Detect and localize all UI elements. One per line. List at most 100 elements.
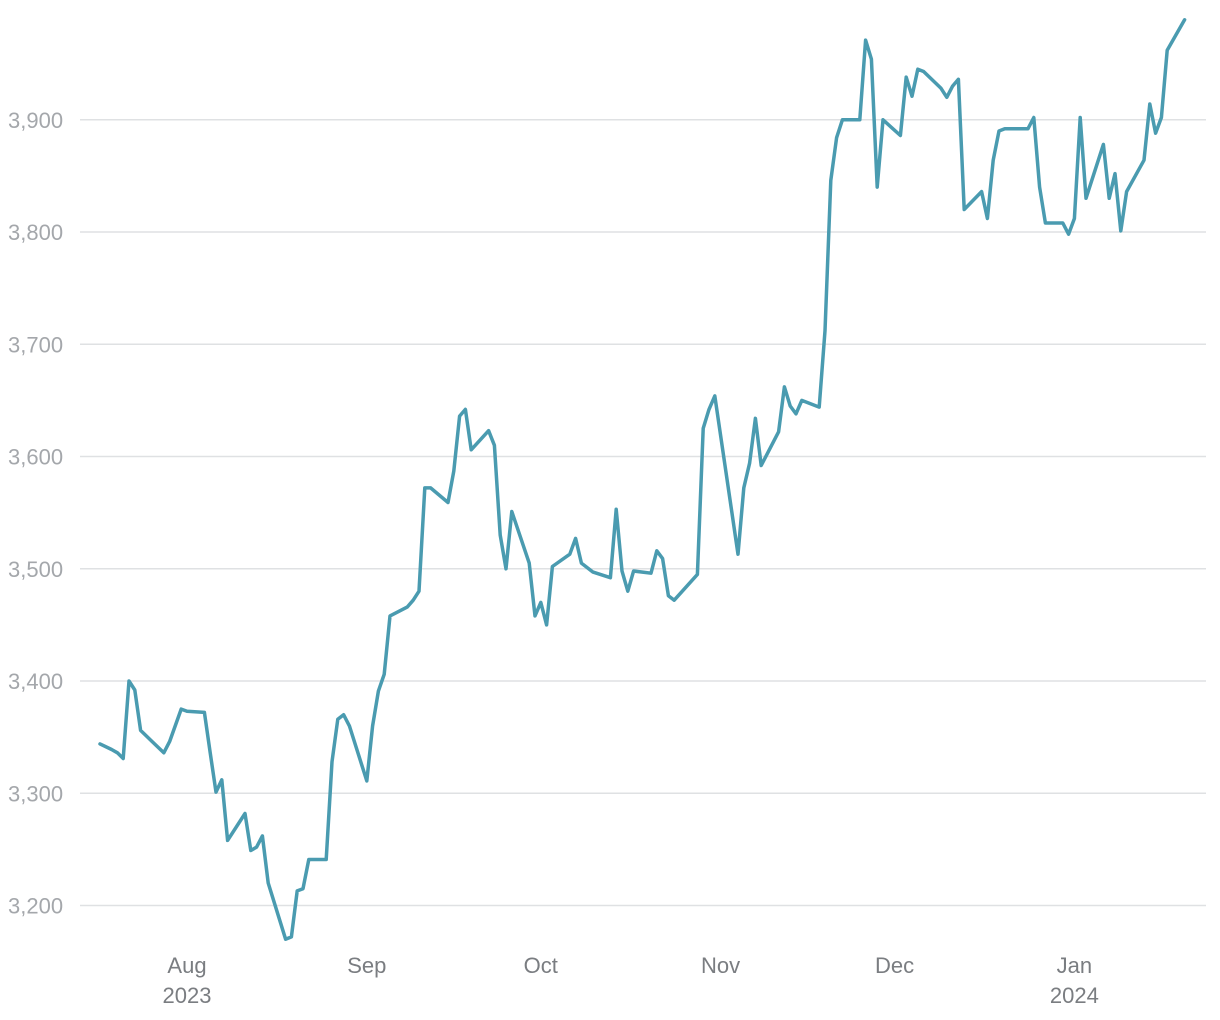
y-tick-label: 3,200 xyxy=(8,894,63,919)
data-point xyxy=(388,614,392,618)
data-point xyxy=(869,57,873,61)
data-point xyxy=(945,95,949,99)
data-point xyxy=(411,598,415,602)
data-point xyxy=(800,398,804,402)
data-point xyxy=(458,414,462,418)
data-point xyxy=(823,329,827,333)
data-point xyxy=(487,429,491,433)
data-point xyxy=(214,790,218,794)
data-point xyxy=(365,779,369,783)
data-point xyxy=(446,501,450,505)
data-point xyxy=(1078,116,1082,120)
data-point xyxy=(347,724,351,728)
data-point xyxy=(295,889,299,893)
data-point xyxy=(504,567,508,571)
data-point xyxy=(695,572,699,576)
data-point xyxy=(840,118,844,122)
data-point xyxy=(179,707,183,711)
data-point xyxy=(742,486,746,490)
data-point xyxy=(121,757,125,761)
data-point xyxy=(875,185,879,189)
y-tick-label: 3,500 xyxy=(8,557,63,582)
data-point xyxy=(759,464,763,468)
data-point xyxy=(632,569,636,573)
gridlines xyxy=(80,119,1206,907)
data-point xyxy=(127,679,131,683)
data-point xyxy=(1084,196,1088,200)
data-point xyxy=(243,812,247,816)
series-layer xyxy=(98,18,1187,941)
data-point xyxy=(307,858,311,862)
data-point xyxy=(962,208,966,212)
data-point xyxy=(707,407,711,411)
data-point xyxy=(260,834,264,838)
data-point xyxy=(423,486,427,490)
data-point xyxy=(1032,116,1036,120)
x-tick-label: Jan xyxy=(1057,953,1092,978)
data-point xyxy=(748,461,752,465)
data-point xyxy=(429,486,433,490)
data-point xyxy=(376,689,380,693)
data-point xyxy=(620,569,624,573)
data-point xyxy=(985,217,989,221)
data-point xyxy=(1119,229,1123,233)
x-tick-label: Dec xyxy=(875,953,914,978)
data-point xyxy=(1072,217,1076,221)
data-point xyxy=(661,557,665,561)
data-point xyxy=(289,935,293,939)
data-point xyxy=(405,605,409,609)
x-axis-ticks: Aug 2023 Sep Oct Nov Dec Jan 2024 xyxy=(163,953,1099,1008)
data-point xyxy=(916,67,920,71)
y-tick-label: 3,600 xyxy=(8,445,63,470)
y-tick-label: 3,300 xyxy=(8,781,63,806)
data-point xyxy=(939,86,943,90)
data-point xyxy=(139,728,143,732)
data-point xyxy=(301,887,305,891)
data-point xyxy=(342,713,346,717)
data-point xyxy=(533,614,537,618)
data-point xyxy=(382,672,386,676)
data-point xyxy=(1043,221,1047,225)
data-point xyxy=(1148,102,1152,106)
data-point xyxy=(249,849,253,853)
data-point xyxy=(980,190,984,194)
data-point xyxy=(492,443,496,447)
data-point xyxy=(881,118,885,122)
data-point xyxy=(463,407,467,411)
data-point xyxy=(1101,142,1105,146)
data-point xyxy=(98,742,102,746)
data-point xyxy=(417,589,421,593)
data-point xyxy=(220,778,224,782)
data-point xyxy=(539,600,543,604)
data-point xyxy=(591,570,595,574)
x-tick-year-label: 2023 xyxy=(163,983,212,1008)
data-point xyxy=(835,136,839,140)
x-tick-label: Aug xyxy=(167,953,206,978)
y-axis-ticks: 3,200 3,300 3,400 3,500 3,600 3,700 3,800 3,900 xyxy=(8,108,63,919)
data-point xyxy=(168,740,172,744)
data-point xyxy=(1061,221,1065,225)
data-point xyxy=(185,709,189,713)
data-point xyxy=(753,416,757,420)
data-point xyxy=(469,448,473,452)
data-point xyxy=(864,38,868,42)
data-point xyxy=(997,129,1001,133)
x-tick-label: Nov xyxy=(701,953,740,978)
data-point xyxy=(115,751,119,755)
data-point xyxy=(150,740,154,744)
data-point xyxy=(794,412,798,416)
data-point xyxy=(527,561,531,565)
y-tick-label: 3,900 xyxy=(8,108,63,133)
data-point xyxy=(330,760,334,764)
series-line xyxy=(98,18,1187,941)
data-point xyxy=(1165,48,1169,52)
data-point xyxy=(550,565,554,569)
data-point xyxy=(608,576,612,580)
data-point xyxy=(336,717,340,721)
data-point xyxy=(202,710,206,714)
data-point xyxy=(208,751,212,755)
data-point xyxy=(858,118,862,122)
data-point xyxy=(1142,158,1146,162)
data-point xyxy=(1026,127,1030,131)
